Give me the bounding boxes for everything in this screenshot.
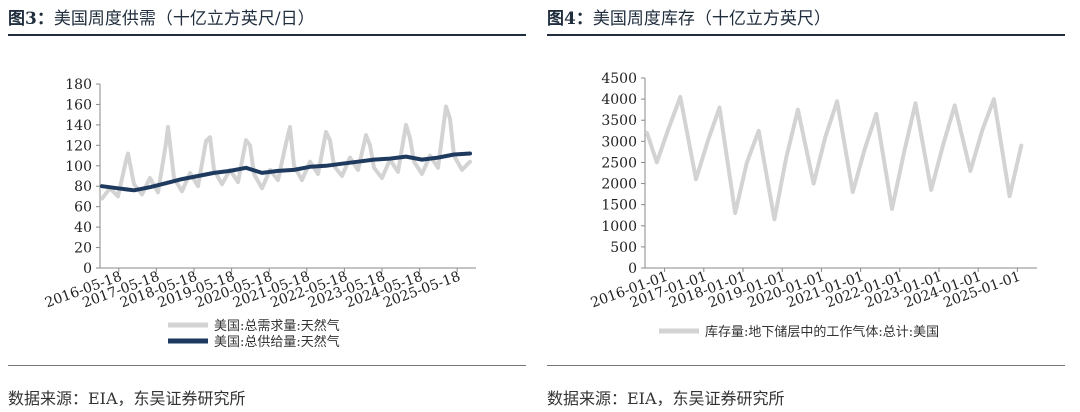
y-tick-label: 500 bbox=[610, 240, 637, 256]
source-note: 数据来源：EIA，东吴证券研究所 bbox=[547, 389, 785, 408]
y-tick-label: 2000 bbox=[601, 177, 637, 193]
y-tick-label: 3500 bbox=[601, 113, 637, 129]
y-tick-label: 100 bbox=[65, 159, 92, 175]
y-tick-label: 1500 bbox=[601, 198, 637, 214]
y-tick-label: 140 bbox=[65, 118, 92, 134]
series-line bbox=[100, 104, 472, 201]
figure-label: 图4： bbox=[547, 9, 593, 29]
figure-title: 美国周度供需（十亿立方英尺/日） bbox=[53, 9, 315, 29]
y-tick-label: 60 bbox=[74, 200, 92, 216]
legend-label: 库存量:地下储层中的工作气体:总计:美国 bbox=[705, 324, 939, 340]
series-line bbox=[100, 151, 472, 193]
y-tick-label: 180 bbox=[65, 77, 92, 93]
y-tick-label: 160 bbox=[65, 97, 92, 113]
chart-title: 图4：美国周度库存（十亿立方英尺） bbox=[547, 4, 831, 29]
y-tick-label: 3000 bbox=[601, 134, 637, 150]
title-rule bbox=[8, 34, 526, 36]
chart-title: 图3：美国周度供需（十亿立方英尺/日） bbox=[8, 4, 315, 29]
supply-demand-chart: 0204060801001201401601802016-05-182017-0… bbox=[43, 77, 476, 350]
figure-label: 图3： bbox=[8, 9, 54, 29]
footer-rule bbox=[8, 365, 526, 366]
panel-supply-demand: 图3：美国周度供需（十亿立方英尺/日） 0 20 40 60 80 100 120 140 16… bbox=[8, 0, 533, 412]
storage-chart: 0500100015002000250030003500400045002016… bbox=[589, 71, 1037, 340]
footer-rule bbox=[547, 365, 1065, 366]
source-note: 数据来源：EIA，东吴证券研究所 bbox=[8, 389, 246, 408]
panel-storage: 图4：美国周度库存（十亿立方英尺） 0 500 1000 1500 2000 2500 30… bbox=[547, 0, 1072, 412]
legend-label: 美国:总需求量:天然气 bbox=[214, 318, 340, 334]
y-tick-label: 4000 bbox=[601, 92, 637, 108]
y-tick-label: 1000 bbox=[601, 219, 637, 235]
y-tick-label: 20 bbox=[74, 241, 92, 257]
figure-title: 美国周度库存（十亿立方英尺） bbox=[592, 9, 831, 29]
y-tick-label: 4500 bbox=[601, 71, 637, 87]
y-tick-label: 2500 bbox=[601, 155, 637, 171]
series-line bbox=[645, 95, 1024, 222]
y-tick-label: 40 bbox=[74, 220, 92, 236]
legend-label: 美国:总供给量:天然气 bbox=[214, 334, 340, 350]
y-tick-label: 0 bbox=[628, 261, 637, 277]
y-tick-label: 120 bbox=[65, 138, 92, 154]
y-tick-label: 0 bbox=[83, 261, 92, 277]
y-tick-label: 80 bbox=[74, 179, 92, 195]
title-rule bbox=[547, 34, 1065, 36]
